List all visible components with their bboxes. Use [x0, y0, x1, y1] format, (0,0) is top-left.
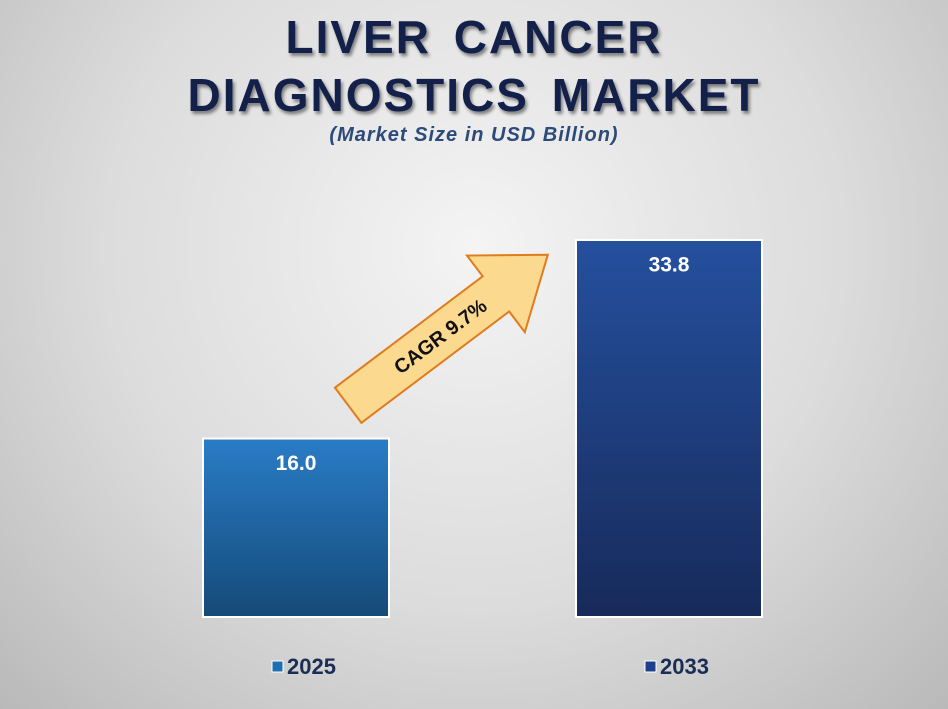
legend-label: 2025: [287, 654, 336, 679]
legend-swatch: [271, 660, 284, 673]
bar: [575, 239, 763, 618]
chart-title: LIVER CANCER DIAGNOSTICS MARKET: [187, 11, 761, 121]
cagr-arrow: CAGR 9.7%: [333, 253, 550, 425]
legend-swatch: [644, 660, 657, 673]
legend-label: 2033: [660, 654, 709, 679]
value-label: 33.8: [649, 254, 690, 277]
bar: [202, 437, 390, 618]
arrow-shape: [333, 253, 550, 425]
value-label: 16.0: [276, 452, 317, 475]
chart-subtitle: (Market Size in USD Billion): [329, 124, 619, 146]
